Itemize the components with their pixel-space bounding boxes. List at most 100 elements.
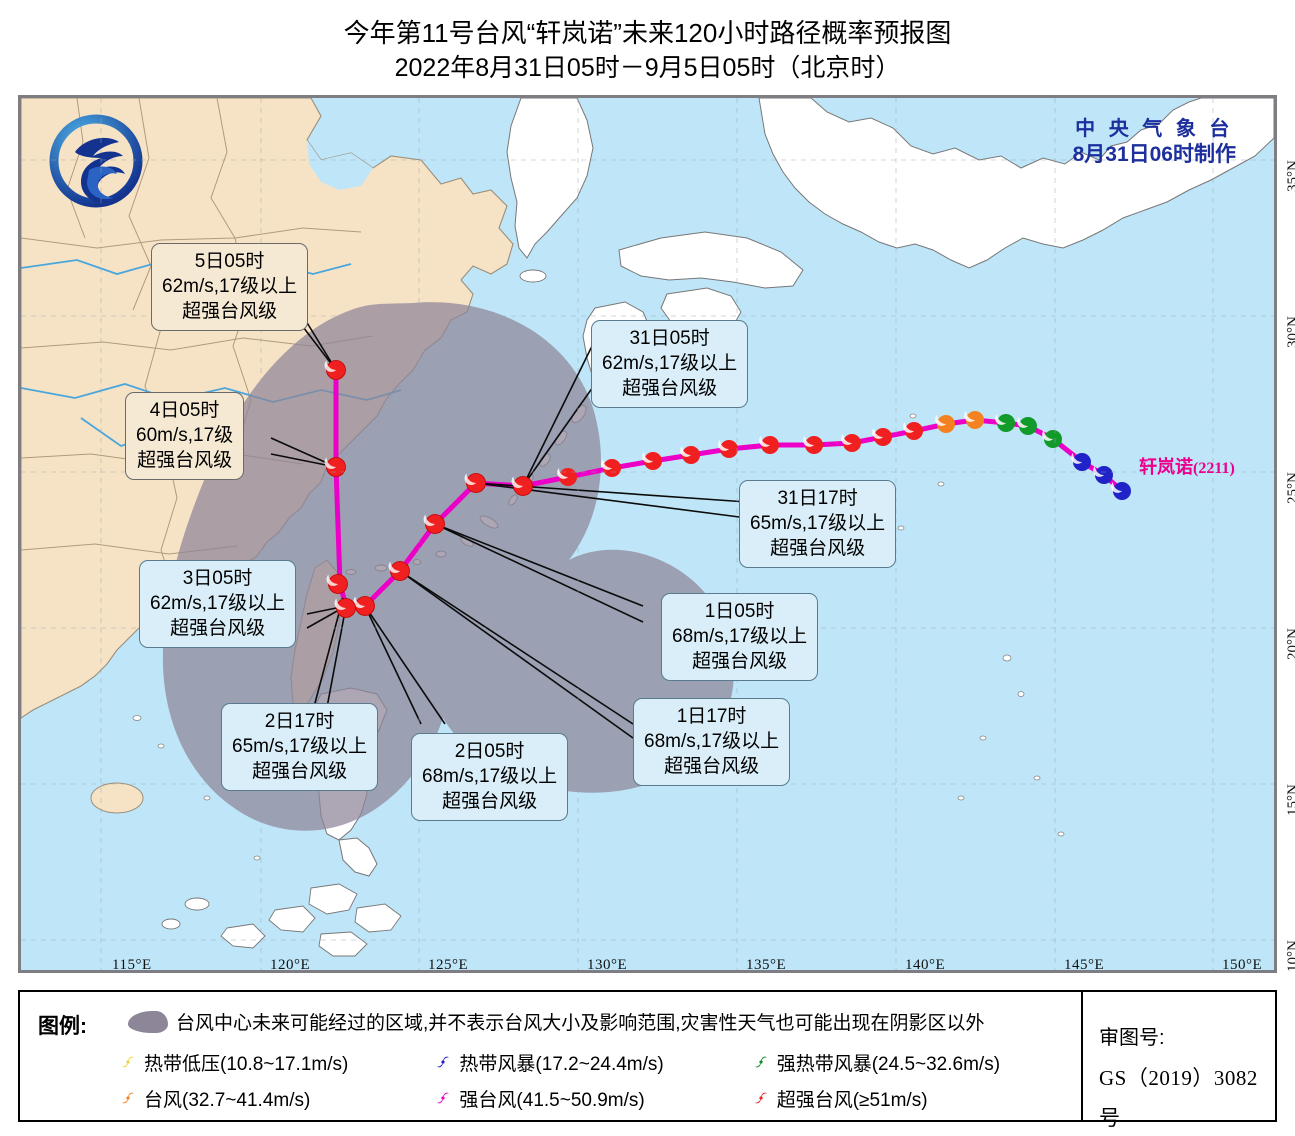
callout-grade: 超强台风级	[442, 791, 538, 812]
marker-super-typhoon	[872, 428, 892, 446]
marker-forecast-1-17	[388, 561, 410, 581]
callout-wind: 62m/s,17级以上	[162, 276, 298, 297]
legend-item-severe-tropical-storm: 强热带风暴(24.5~32.6m/s)	[753, 1049, 1070, 1076]
observed-track-markers	[557, 411, 1131, 500]
forecast-probability-cone	[162, 302, 734, 831]
marker-tropical-storm	[1093, 466, 1113, 484]
legend-item-tropical-storm: 热带风暴(17.2~24.4m/s)	[435, 1049, 752, 1076]
map-graphics	[21, 98, 1274, 970]
legend-item-severe-typhoon: 强台风(41.5~50.9m/s)	[435, 1085, 752, 1112]
callout-2-17[interactable]: 2日17时 65m/s,17级以上 超强台风级	[221, 703, 379, 791]
lon-tick-140e: 140°E	[905, 957, 946, 973]
callout-grade: 超强台风级	[622, 378, 718, 399]
callout-1-05[interactable]: 1日05时 68m/s,17级以上 超强台风级	[661, 593, 819, 681]
marker-super-typhoon	[680, 446, 700, 464]
marker-forecast-31-05	[511, 476, 533, 496]
legend-title: 图例:	[38, 1015, 87, 1038]
marker-tropical-storm	[1071, 453, 1091, 471]
hainan-island	[90, 782, 144, 814]
callout-31-17[interactable]: 31日17时 65m/s,17级以上 超强台风级	[739, 480, 897, 568]
marker-super-typhoon	[903, 422, 923, 440]
marker-typhoon	[935, 415, 955, 433]
marker-forecast-5-05	[324, 360, 346, 380]
legend-label: 强台风(41.5~50.9m/s)	[459, 1089, 645, 1111]
typhoon-symbol-icon	[122, 1092, 134, 1104]
philippine-islands	[161, 883, 402, 957]
storm-name-text: 轩岚诺	[1139, 457, 1193, 477]
japan-honshu	[758, 98, 1274, 269]
callout-wind: 60m/s,17级	[136, 425, 234, 446]
lon-tick-130e: 130°E	[587, 957, 628, 973]
legend-cone-entry: 台风中心未来可能经过的区域,并不表示台风大小及影响范围,灾害性天气也可能出现在阴…	[128, 1008, 985, 1035]
callout-wind: 65m/s,17级以上	[750, 513, 886, 534]
marker-super-typhoon	[601, 459, 621, 477]
lat-tick-25n: 25°N	[1285, 472, 1295, 504]
lat-tick-15n: 15°N	[1285, 784, 1295, 816]
marker-forecast-3-05	[326, 574, 348, 594]
legend-category-grid: 热带低压(10.8~17.1m/s) 热带风暴(17.2~24.4m/s)	[120, 1044, 1070, 1116]
typhoon-symbol-icon	[122, 1056, 134, 1068]
bohai-bay	[307, 140, 373, 190]
callout-time: 1日17时	[676, 706, 747, 727]
cone-swatch-icon	[128, 1010, 168, 1033]
title-line-2: 2022年8月31日05时－9月5日05时（北京时）	[394, 54, 901, 82]
callout-grade: 超强台风级	[770, 538, 866, 559]
marker-tropical-storm	[1111, 482, 1131, 500]
callout-time: 4日05时	[149, 400, 220, 421]
legend-label: 台风(32.7~41.4m/s)	[144, 1089, 311, 1111]
callout-4-05[interactable]: 4日05时 60m/s,17级 超强台风级	[125, 392, 245, 480]
marker-severe-tropical-storm	[1042, 430, 1062, 448]
legend-cone-text: 台风中心未来可能经过的区域,并不表示台风大小及影响范围,灾害性天气也可能出现在阴…	[176, 1013, 985, 1034]
marker-super-typhoon	[718, 440, 738, 458]
review-number-section: 审图号: GS（2019）3082号	[1083, 992, 1275, 1130]
map-canvas[interactable]: 中 央 气 象 台 8月31日06时制作 轩岚诺(2211) 5日05时 62m…	[18, 95, 1277, 973]
page-title: 今年第11号台风“轩岚诺”未来120小时路径概率预报图 2022年8月31日05…	[0, 16, 1295, 85]
callout-grade: 超强台风级	[137, 450, 233, 471]
callout-time: 5日05时	[194, 251, 265, 272]
callout-time: 3日05时	[182, 568, 253, 589]
callout-2-05[interactable]: 2日05时 68m/s,17级以上 超强台风级	[411, 733, 569, 821]
review-label: 审图号:	[1099, 1027, 1165, 1049]
legend-item-typhoon: 台风(32.7~41.4m/s)	[120, 1085, 435, 1112]
legend-row-2: 台风(32.7~41.4m/s) 强台风(41.5~50.9m/s)	[120, 1080, 1070, 1116]
lat-tick-35n: 35°N	[1285, 160, 1295, 192]
lat-tick-20n: 20°N	[1285, 628, 1295, 660]
callout-wind: 68m/s,17级以上	[422, 766, 558, 787]
jeju-island	[519, 269, 547, 283]
typhoon-symbol-icon	[754, 1056, 767, 1068]
cma-logo-icon	[49, 114, 143, 208]
callout-31-05[interactable]: 31日05时 62m/s,17级以上 超强台风级	[591, 320, 749, 408]
marker-forecast-1-05	[423, 514, 445, 534]
legend-label: 强热带风暴(24.5~32.6m/s)	[776, 1053, 1001, 1075]
callout-time: 2日05时	[454, 741, 525, 762]
callout-grade: 超强台风级	[170, 618, 266, 639]
marker-super-typhoon	[759, 436, 779, 454]
marker-super-typhoon	[803, 436, 823, 454]
storm-id-text: (2211)	[1193, 460, 1235, 477]
marker-severe-tropical-storm	[995, 414, 1015, 432]
legend-panel: 图例: 台风中心未来可能经过的区域,并不表示台风大小及影响范围,灾害性天气也可能…	[18, 990, 1277, 1130]
luzon-southern-tail	[338, 837, 378, 877]
callout-wind: 68m/s,17级以上	[644, 731, 780, 752]
scattered-islets	[132, 413, 1065, 861]
marker-severe-tropical-storm	[1017, 417, 1037, 435]
callout-3-05[interactable]: 3日05时 62m/s,17级以上 超强台风级	[139, 560, 297, 648]
callout-1-17[interactable]: 1日17时 68m/s,17级以上 超强台风级	[633, 698, 791, 786]
typhoon-symbol-icon	[437, 1056, 450, 1068]
cma-watermark: 中 央 气 象 台 8月31日06时制作	[1073, 116, 1236, 168]
legend-label: 热带风暴(17.2~24.4m/s)	[459, 1053, 664, 1075]
marker-super-typhoon	[841, 434, 861, 452]
lon-tick-135e: 135°E	[746, 957, 787, 973]
lon-tick-145e: 145°E	[1064, 957, 1105, 973]
lon-tick-125e: 125°E	[428, 957, 469, 973]
callout-grade: 超强台风级	[252, 761, 348, 782]
legend-row-1: 热带低压(10.8~17.1m/s) 热带风暴(17.2~24.4m/s)	[120, 1044, 1070, 1080]
callout-grade: 超强台风级	[182, 301, 278, 322]
lon-tick-115e: 115°E	[112, 957, 152, 973]
callout-5-05[interactable]: 5日05时 62m/s,17级以上 超强台风级	[151, 243, 309, 331]
lon-tick-150e: 150°E	[1222, 957, 1263, 973]
callout-wind: 62m/s,17级以上	[602, 353, 738, 374]
marker-typhoon	[964, 411, 984, 429]
storm-name-label: 轩岚诺(2211)	[1139, 453, 1235, 479]
